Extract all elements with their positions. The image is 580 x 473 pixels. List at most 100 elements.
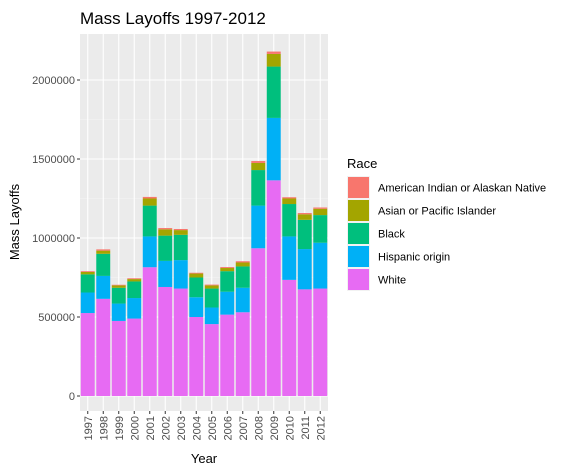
bar-segment bbox=[127, 281, 142, 299]
x-tick-label: 2003 bbox=[176, 416, 188, 440]
y-tick-label: 1000000 bbox=[32, 233, 75, 245]
bar-segment bbox=[189, 317, 204, 396]
bar-segment bbox=[158, 260, 173, 287]
legend-title: Race bbox=[347, 156, 377, 171]
legend: Race American Indian or Alaskan Native As… bbox=[347, 156, 546, 291]
bar-segment bbox=[251, 170, 266, 206]
y-tick-label: 500000 bbox=[38, 312, 75, 324]
bar-segment bbox=[127, 278, 142, 280]
bar-segment bbox=[111, 287, 126, 304]
x-tick-label: 2006 bbox=[222, 416, 234, 440]
bar-segment bbox=[297, 219, 312, 250]
x-tick-label: 2002 bbox=[160, 416, 172, 440]
bar-segment bbox=[96, 298, 111, 396]
legend-swatch bbox=[348, 269, 369, 290]
legend-label: American Indian or Alaskan Native bbox=[378, 183, 546, 195]
bar-segment bbox=[235, 262, 250, 267]
bar-segment bbox=[266, 53, 281, 67]
bar-segment bbox=[111, 284, 126, 286]
x-tick-label: 2010 bbox=[284, 416, 296, 440]
bar-segment bbox=[235, 312, 250, 396]
bar-segment bbox=[220, 291, 235, 315]
bar-segment bbox=[158, 235, 173, 261]
y-tick-label: 1500000 bbox=[32, 154, 75, 166]
bar-segment bbox=[111, 285, 126, 288]
x-tick-label: 2005 bbox=[207, 416, 219, 440]
x-tick-label: 1999 bbox=[114, 416, 126, 440]
bar-segment bbox=[173, 234, 188, 261]
bar-segment bbox=[313, 207, 328, 209]
bar-segment bbox=[96, 250, 111, 254]
y-axis-title: Mass Layoffs bbox=[7, 183, 22, 260]
bar-segment bbox=[282, 197, 297, 199]
y-tick-label: 2000000 bbox=[32, 75, 75, 87]
bar-segment bbox=[111, 303, 126, 321]
bar-segment bbox=[127, 279, 142, 282]
bar-segment bbox=[173, 260, 188, 289]
bar-segment bbox=[158, 229, 173, 236]
bar-segment bbox=[142, 196, 157, 199]
bar-segment bbox=[251, 205, 266, 249]
bar-segment bbox=[313, 242, 328, 289]
x-tick-label: 1997 bbox=[83, 416, 95, 440]
bar-segment bbox=[282, 279, 297, 396]
x-tick-label: 2012 bbox=[315, 416, 327, 440]
bar-segment bbox=[220, 267, 235, 269]
legend-swatch bbox=[348, 223, 369, 244]
bar-segment bbox=[173, 228, 188, 231]
bar-segment bbox=[80, 271, 95, 275]
bar-segment bbox=[235, 261, 250, 263]
legend-swatch bbox=[348, 246, 369, 267]
bar-segment bbox=[204, 288, 219, 308]
bar-segment bbox=[80, 271, 95, 272]
bar-segment bbox=[297, 214, 312, 220]
bar-segment bbox=[111, 320, 126, 396]
bar-segment bbox=[142, 205, 157, 237]
x-tick-label: 2008 bbox=[253, 416, 265, 440]
bar-segment bbox=[266, 66, 281, 118]
bar-segment bbox=[251, 161, 266, 163]
legend-label: Hispanic origin bbox=[378, 252, 450, 264]
bar-segment bbox=[251, 248, 266, 396]
bar-segment bbox=[142, 198, 157, 206]
bar-segment bbox=[189, 277, 204, 298]
bar-segment bbox=[189, 297, 204, 317]
x-tick-label: 2009 bbox=[269, 416, 281, 440]
bar-segment bbox=[282, 236, 297, 280]
bar-segment bbox=[313, 215, 328, 243]
y-tick-label: 0 bbox=[69, 391, 75, 403]
bar-segment bbox=[282, 198, 297, 205]
bar-segment bbox=[96, 249, 111, 251]
x-tick-label: 2000 bbox=[129, 416, 141, 440]
bar-segment bbox=[189, 273, 204, 278]
bar-segment bbox=[297, 213, 312, 215]
bar-segment bbox=[266, 51, 281, 54]
bar-segment bbox=[204, 284, 219, 286]
bar-segment bbox=[173, 288, 188, 396]
bar-segment bbox=[220, 271, 235, 292]
bar-segment bbox=[204, 307, 219, 325]
bar-segment bbox=[96, 275, 111, 299]
bar-segment bbox=[80, 313, 95, 396]
bar-segment bbox=[80, 292, 95, 314]
x-tick-label: 2004 bbox=[191, 416, 203, 440]
x-tick-label: 1998 bbox=[98, 416, 110, 440]
bar-segment bbox=[189, 272, 204, 274]
bar-segment bbox=[313, 208, 328, 216]
bar-segment bbox=[235, 266, 250, 288]
bar-segment bbox=[297, 249, 312, 290]
bar-segment bbox=[266, 180, 281, 396]
bar-segment bbox=[235, 287, 250, 313]
bar-segment bbox=[96, 253, 111, 276]
legend-label: White bbox=[378, 275, 406, 287]
bar-segment bbox=[173, 230, 188, 235]
stacked-bars bbox=[80, 51, 328, 396]
bar-segment bbox=[80, 274, 95, 293]
bar-segment bbox=[313, 288, 328, 396]
bar-segment bbox=[251, 162, 266, 171]
bar-segment bbox=[204, 324, 219, 396]
x-tick-label: 2001 bbox=[145, 416, 157, 440]
legend-label: Asian or Pacific Islander bbox=[378, 206, 496, 218]
bar-segment bbox=[127, 298, 142, 319]
bar-segment bbox=[282, 204, 297, 237]
